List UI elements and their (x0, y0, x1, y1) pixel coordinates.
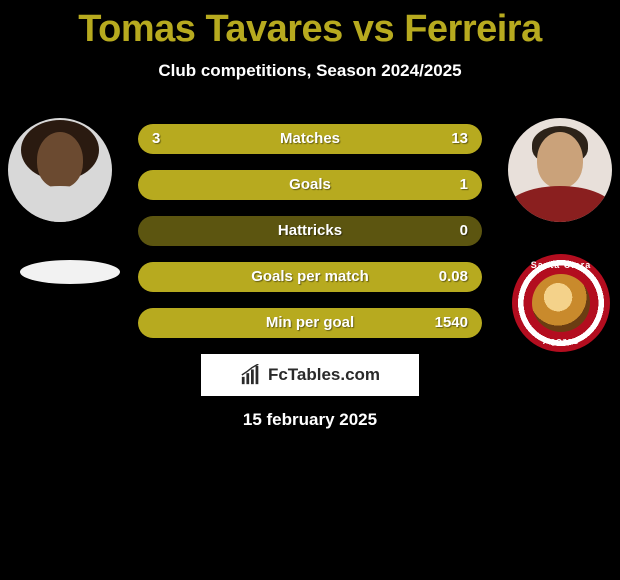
page-title: Tomas Tavares vs Ferreira (0, 0, 620, 51)
chart-icon (240, 364, 262, 386)
stat-value-right: 0.08 (439, 262, 468, 292)
stat-value-right: 1 (460, 170, 468, 200)
brand-box: FcTables.com (201, 354, 419, 396)
club-badge-text-bottom: Açores (512, 336, 610, 346)
subtitle: Club competitions, Season 2024/2025 (0, 61, 620, 81)
stat-value-right: 1540 (435, 308, 468, 338)
stat-value-left: 3 (152, 124, 160, 154)
player-right-avatar (508, 118, 612, 222)
stat-bar: Min per goal1540 (138, 308, 482, 338)
player-left-club-badge (20, 260, 120, 284)
stat-value-right: 0 (460, 216, 468, 246)
stat-bar: Matches3 13 (138, 124, 482, 154)
club-badge-icon (532, 274, 590, 332)
stat-label: Hattricks (138, 216, 482, 246)
date-text: 15 february 2025 (0, 410, 620, 430)
stat-bar: Goals1 (138, 170, 482, 200)
stat-label: Goals per match (138, 262, 482, 292)
player-right-club-badge: Santa Clara Açores (512, 254, 610, 352)
stat-bar: Goals per match0.08 (138, 262, 482, 292)
comparison-bars: Matches3 13 Goals1 Hattricks0 Goals per matc… (138, 124, 482, 354)
stat-bar: Hattricks0 (138, 216, 482, 246)
stat-value-right: 13 (451, 124, 468, 154)
stat-label: Matches (138, 124, 482, 154)
stat-label: Min per goal (138, 308, 482, 338)
brand-text: FcTables.com (268, 365, 380, 385)
player-left-avatar (8, 118, 112, 222)
stat-label: Goals (138, 170, 482, 200)
club-badge-text-top: Santa Clara (512, 260, 610, 270)
